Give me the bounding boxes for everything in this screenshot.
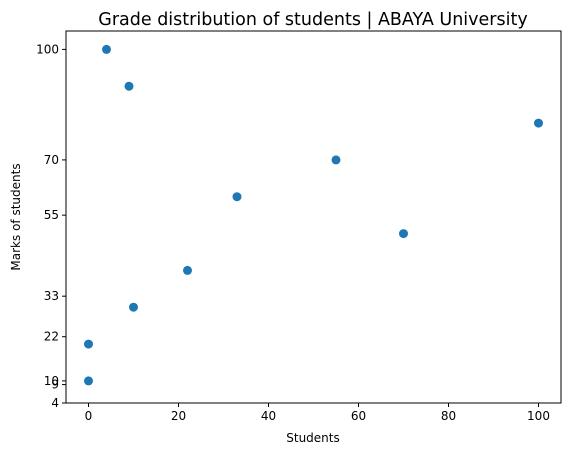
x-tick-label: 20 xyxy=(171,409,186,423)
y-tick-label: 70 xyxy=(44,153,59,167)
scatter-point xyxy=(232,192,242,202)
y-tick-label: 55 xyxy=(44,208,59,222)
scatter-point xyxy=(534,118,543,128)
y-tick-label: 9 xyxy=(51,378,59,392)
scatter-point xyxy=(84,376,93,386)
y-tick-label: 33 xyxy=(44,289,59,303)
scatter-point xyxy=(183,265,192,275)
x-axis: 0 20 40 60 80 100 xyxy=(85,403,550,423)
x-tick-label: 100 xyxy=(527,409,550,423)
y-tick-label: 100 xyxy=(36,42,59,56)
chart-title: Grade distribution of students | ABAYA U… xyxy=(98,10,527,30)
x-tick-label: 40 xyxy=(261,409,276,423)
scatter-point xyxy=(331,155,341,165)
x-tick-label: 80 xyxy=(441,409,456,423)
scatter-point xyxy=(102,44,111,54)
x-axis-label: Students xyxy=(286,431,340,445)
y-axis: 4 910 22 33 55 70 100 xyxy=(36,42,66,410)
y-tick-label: 4 xyxy=(51,396,59,410)
scatter-point xyxy=(129,302,138,312)
x-tick-label: 60 xyxy=(351,409,366,423)
y-tick-label: 22 xyxy=(44,330,59,344)
data-points xyxy=(84,44,543,386)
y-tick-label: 10 xyxy=(44,374,59,388)
scatter-point xyxy=(399,229,408,239)
y-axis-label: Marks of students xyxy=(9,163,23,270)
plot-area-frame xyxy=(65,30,562,404)
scatter-point xyxy=(84,339,93,349)
x-tick-label: 0 xyxy=(85,409,93,423)
scatter-point xyxy=(124,81,134,91)
